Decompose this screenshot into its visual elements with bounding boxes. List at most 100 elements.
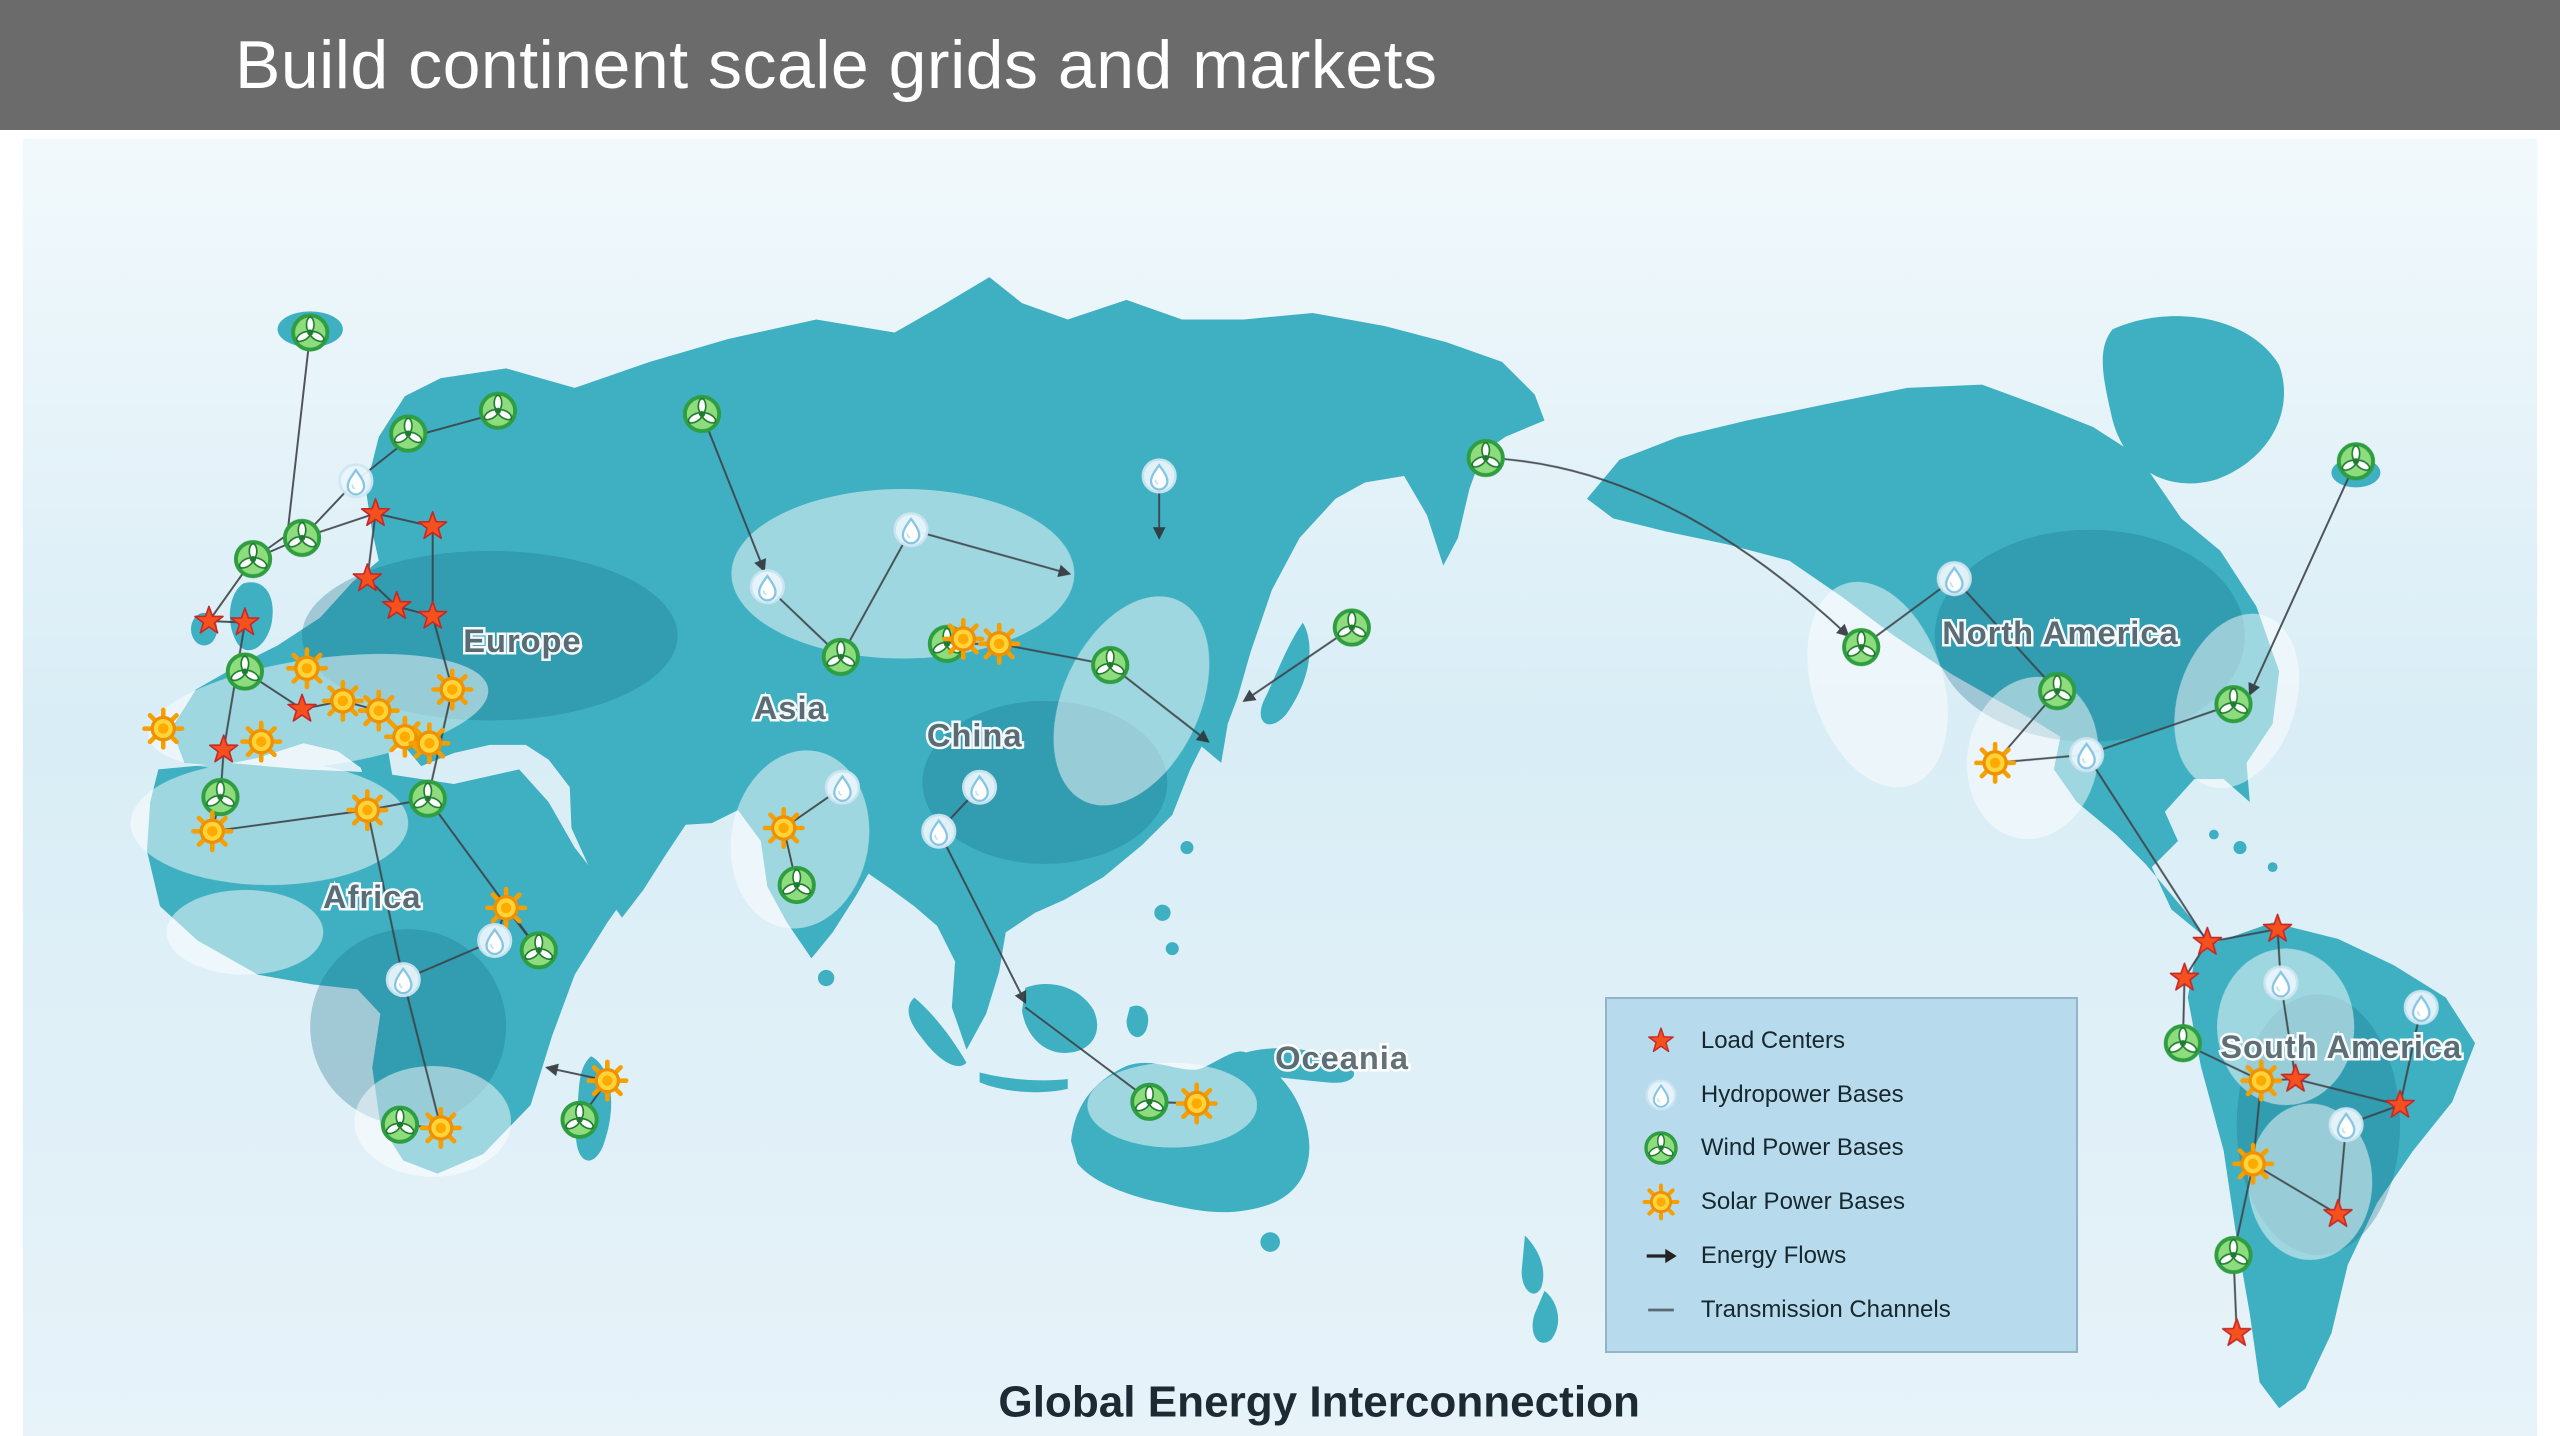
island-caribbean-2 <box>2267 862 2278 873</box>
wind-power-marker <box>560 1100 599 1139</box>
wind-power-marker <box>1842 628 1881 667</box>
island-java <box>979 1072 1068 1093</box>
solar-power-marker <box>386 718 424 755</box>
region-label-south-america: South America <box>2220 1028 2462 1065</box>
hydropower-marker <box>1936 561 1972 597</box>
continent-north-america <box>1586 384 2280 939</box>
slide-title-bar: Build continent scale grids and markets <box>0 0 2560 130</box>
island-borneo <box>1022 983 1098 1053</box>
hydropower-marker <box>2068 737 2105 773</box>
solar-power-marker <box>433 671 471 708</box>
transmission-line <box>1860 577 1955 648</box>
legend-item-label: Wind Power Bases <box>1700 1134 1904 1162</box>
wind-power-marker <box>1130 1082 1169 1121</box>
hydropower-marker <box>824 769 861 805</box>
island-caribbean-1 <box>2233 841 2247 855</box>
hydropower-marker <box>893 512 929 548</box>
transmission-line <box>402 979 442 1129</box>
energy-flow-arrow <box>1242 626 1353 702</box>
energy-flow-arrow <box>1109 664 1210 743</box>
solar-power-marker <box>324 682 362 719</box>
legend-item-solar: Solar Power Bases <box>1641 1182 2067 1222</box>
region-label-oceania: Oceania <box>1275 1039 1409 1076</box>
island-tasmania <box>1260 1232 1280 1252</box>
island-philippines-south <box>1165 942 1179 956</box>
wind-power-marker <box>1332 608 1371 647</box>
hydropower-marker <box>2263 965 2299 1001</box>
wind-power-marker <box>380 1105 420 1144</box>
wind-power-marker <box>2214 1235 2253 1275</box>
solar-power-marker <box>411 725 449 762</box>
solar-power-marker <box>1178 1085 1216 1122</box>
legend-item-label: Energy Flows <box>1700 1241 1847 1269</box>
hydropower-marker <box>385 962 421 998</box>
wind-power-marker <box>2163 1024 2202 1063</box>
wind-power-marker <box>1466 438 1505 478</box>
transmission-line <box>212 809 368 833</box>
region-labels: Europe Asia China Africa Oceania North Americ… <box>321 611 2464 1078</box>
energy-flow-arrow <box>937 830 1027 1005</box>
legend-item-label: Transmission Channels <box>1700 1295 1951 1323</box>
island-sulawesi <box>1126 1005 1149 1038</box>
wind-power-marker <box>777 865 816 905</box>
hydropower-marker <box>921 813 957 849</box>
hydropower-marker <box>477 922 513 959</box>
transmission-line <box>1953 577 2058 692</box>
solar-power-marker <box>349 791 387 828</box>
island-new-zealand <box>1521 1235 1559 1343</box>
solar-power-marker <box>2242 1062 2280 1099</box>
legend-item-hydro: Hydropower Bases <box>1641 1075 2067 1115</box>
hydropower-marker <box>338 463 374 499</box>
energy-flow-icon <box>1646 1248 1677 1264</box>
wind-power-marker <box>2038 672 2077 711</box>
map-legend: Load Centers Hydropower Bases Wind Power B… <box>1604 997 2079 1354</box>
wind-power-marker <box>821 637 860 676</box>
wind-power-marker <box>282 518 322 557</box>
wind-power-marker <box>682 394 722 434</box>
transmission-line <box>366 809 405 980</box>
wind-power-marker <box>233 540 273 579</box>
wind-power-icon <box>1644 1131 1678 1166</box>
hydropower-marker <box>2328 1107 2364 1143</box>
island-philippines-north <box>1154 904 1171 921</box>
transmission-line <box>286 332 312 535</box>
legend-item-label: Solar Power Bases <box>1700 1188 1905 1216</box>
transmission-line <box>1024 1006 1144 1097</box>
region-label-europe: Europe <box>463 622 581 659</box>
legend-item-load: Load Centers <box>1641 1021 2067 1061</box>
wind-power-marker <box>408 779 447 818</box>
wind-power-marker <box>201 777 240 817</box>
solar-power-marker <box>144 710 182 747</box>
legend-item-label: Hydropower Bases <box>1700 1080 1904 1108</box>
transmission-line <box>426 798 540 951</box>
transmission-line <box>2252 1162 2339 1216</box>
hydropower-marker <box>1141 458 1177 494</box>
wind-power-marker <box>225 652 264 691</box>
wind-power-marker <box>389 414 428 453</box>
energy-flow-arrow <box>910 528 1072 577</box>
legend-item-arrow: Energy Flows <box>1641 1236 2067 1276</box>
solar-power-marker <box>487 889 525 926</box>
hydropower-marker <box>962 769 998 805</box>
hydropower-marker <box>2403 989 2439 1025</box>
wind-power-marker <box>478 391 518 430</box>
island-new-guinea <box>1234 1048 1355 1083</box>
hydropower-marker <box>749 569 785 605</box>
energy-flow-arrow <box>1485 457 1850 637</box>
energy-flow-arrow <box>2248 460 2357 697</box>
island-sumatra <box>908 997 967 1067</box>
region-label-north-america: North America <box>1942 614 2178 651</box>
wind-power-marker <box>1091 645 1130 685</box>
wind-power-marker <box>2336 442 2376 481</box>
transmission-line <box>839 529 912 658</box>
solar-power-marker <box>589 1062 627 1099</box>
hydropower-icon <box>1645 1079 1677 1111</box>
solar-power-marker <box>2234 1145 2272 1182</box>
wind-power-marker <box>2214 685 2253 724</box>
transmission-channel-icon <box>1648 1308 1674 1312</box>
wind-power-marker <box>291 313 330 352</box>
solar-power-marker <box>288 650 326 687</box>
load-center-icon <box>1647 1027 1674 1053</box>
wind-power-marker <box>519 931 558 970</box>
